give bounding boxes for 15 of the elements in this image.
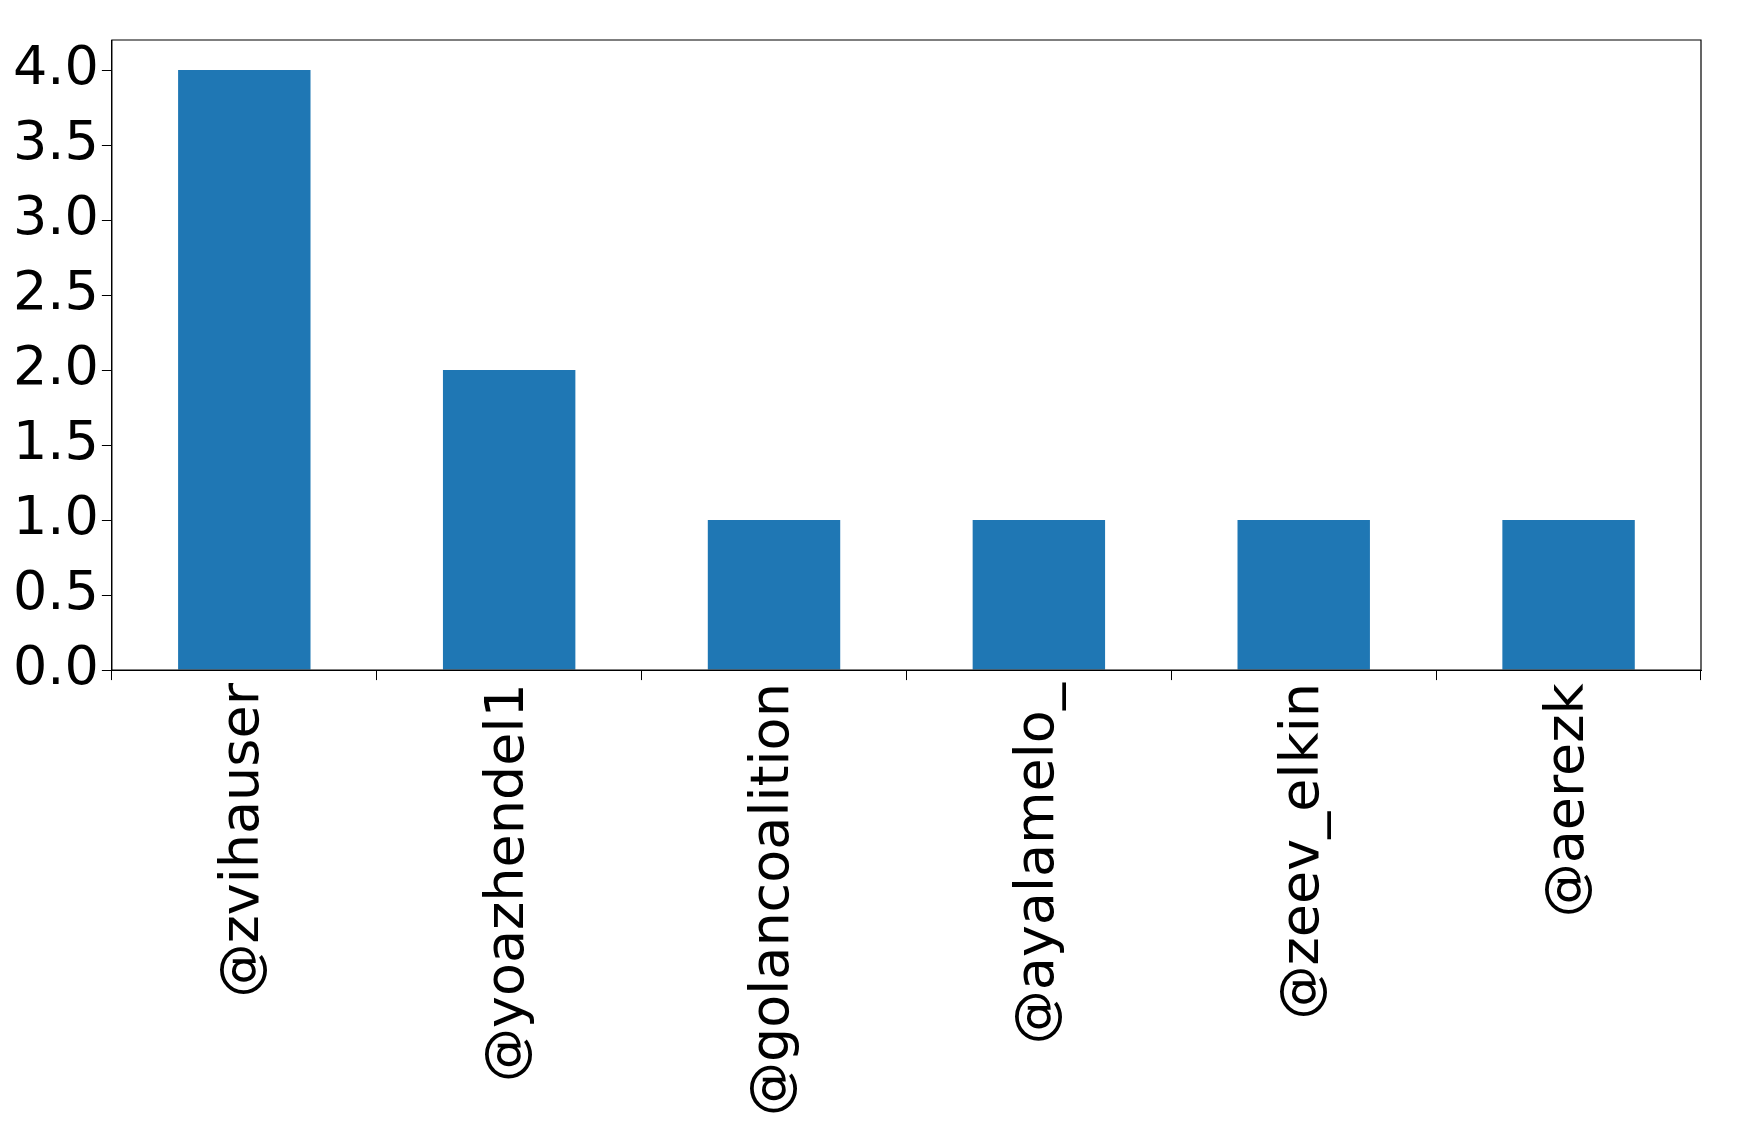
y-tick-label: 1.0 — [12, 484, 99, 548]
x-tick-label: @zeev_elkin — [1267, 683, 1331, 1020]
y-tick-label: 0.5 — [12, 559, 99, 623]
y-tick-label: 1.5 — [12, 409, 99, 473]
y-tick-label: 4.0 — [12, 34, 99, 98]
y-tick-label: 3.5 — [12, 109, 99, 173]
y-tick-label: 2.0 — [12, 334, 99, 398]
x-tick-label: @zvihauser — [208, 682, 272, 998]
y-tick-label: 0.0 — [12, 634, 99, 698]
x-tick-label: @yoazhendel1 — [473, 683, 537, 1083]
x-tick-label: @aerezk — [1532, 682, 1596, 918]
y-tick-label: 2.5 — [12, 259, 99, 323]
x-tick-label: @golancoalition — [738, 683, 802, 1117]
y-tick-label: 3.0 — [12, 184, 99, 248]
x-tick-label: @ayalamelo_ — [1002, 682, 1066, 1045]
